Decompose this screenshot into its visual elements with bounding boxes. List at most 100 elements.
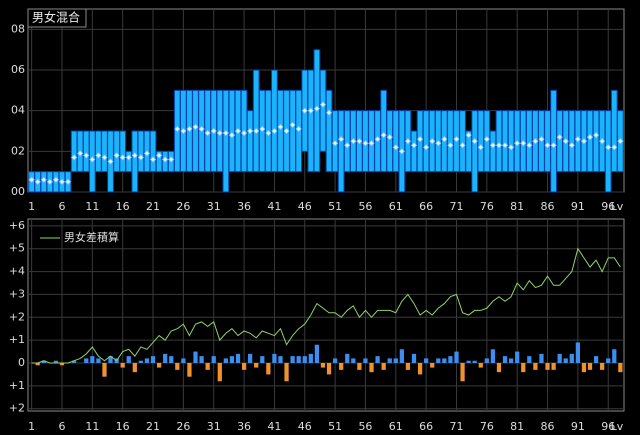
diff-bar [472,360,477,363]
mean-marker [410,142,418,149]
mean-marker [550,142,557,149]
mean-marker [520,140,527,147]
mean-marker [617,138,624,145]
diff-bar [484,358,489,363]
x-tick-label: 96 [601,200,615,213]
mean-marker [283,127,290,135]
diff-bar [284,363,289,382]
diff-bar [205,363,210,370]
diff-bar [290,356,295,363]
mean-marker [58,178,66,185]
diff-bar [490,349,496,363]
range-bar [271,69,278,173]
diff-bar [527,356,532,363]
chart-title: 男女混合 [32,10,80,25]
mean-marker [368,140,375,147]
range-bar [337,110,345,193]
mean-marker [168,156,175,163]
mean-marker [319,101,327,108]
diff-bar [575,342,580,363]
diff-bar [59,363,65,366]
x-tick-label: 71 [449,200,463,213]
mean-marker [422,144,430,151]
diff-bar [508,358,514,363]
range-bar [101,130,108,173]
diff-bar [308,353,313,363]
diff-bar [448,356,453,363]
x-tick-label: 21 [146,420,160,433]
mean-marker [46,178,54,185]
mean-marker [222,129,230,137]
x-tick-label: 91 [571,200,585,213]
diff-bar [399,349,404,363]
mean-marker [459,142,466,149]
plot-frame [27,218,625,412]
range-bar [459,110,466,173]
diff-bar [587,363,593,370]
x-tick-label: 31 [207,200,221,213]
mean-marker [325,109,333,116]
range-bar [525,110,533,173]
diff-bar [502,356,508,363]
mean-marker [416,135,424,143]
x-tick-label: 81 [510,420,524,433]
x-tick-label: 46 [298,420,312,433]
diff-bar [593,356,599,363]
x-tick-label: 96 [601,420,615,433]
diff-bar [211,356,216,363]
diff-bar [545,363,550,370]
y-tick-label: +1 [9,379,25,392]
diff-bar [35,363,40,366]
diff-bar [187,363,192,377]
mean-marker [356,138,363,145]
mean-marker [580,138,588,145]
x-tick-label: 46 [298,200,312,213]
mean-marker [374,135,381,143]
diff-bar [272,353,277,363]
mean-marker [611,144,618,151]
diff-bar [138,360,144,363]
mean-marker [89,156,96,163]
mean-marker [592,131,600,139]
range-bar [380,89,388,173]
x-tick-label: 56 [358,420,372,433]
diff-bar [369,363,374,373]
diff-bar [223,358,228,363]
diff-bar [229,356,235,363]
x-tick-label: 36 [237,200,251,213]
mean-marker [186,125,193,133]
diff-bar [332,358,338,363]
mean-marker [301,107,308,114]
mean-marker [113,152,120,159]
diff-bar [618,363,623,373]
mean-marker [514,140,521,147]
diff-bar [387,358,392,363]
x-tick-label: 71 [449,420,463,433]
mean-marker [441,135,448,143]
range-bar [222,89,230,193]
range-bar [70,130,78,173]
x-tick-label: 26 [176,420,190,433]
diff-bar [102,363,107,377]
diff-bar [460,363,465,382]
range-bar [477,110,485,173]
mean-marker [562,138,569,145]
diff-bar [357,363,362,370]
y-tick-label: +2 [9,402,25,415]
diff-bar [496,363,502,373]
diff-bar [430,363,435,368]
mean-marker [398,148,406,155]
range-bar [550,89,557,193]
mean-marker [404,138,412,145]
diff-bar [320,363,326,368]
y-tick-label: +6 [9,219,25,232]
range-bar [119,130,127,173]
mean-marker [246,127,254,135]
x-tick-label: 16 [116,420,130,433]
diff-bar [436,358,441,363]
mean-marker [598,138,606,145]
mean-marker [338,135,345,143]
diff-bar [393,358,398,363]
mean-marker [313,105,321,112]
y-tick-label: 06 [11,63,25,76]
